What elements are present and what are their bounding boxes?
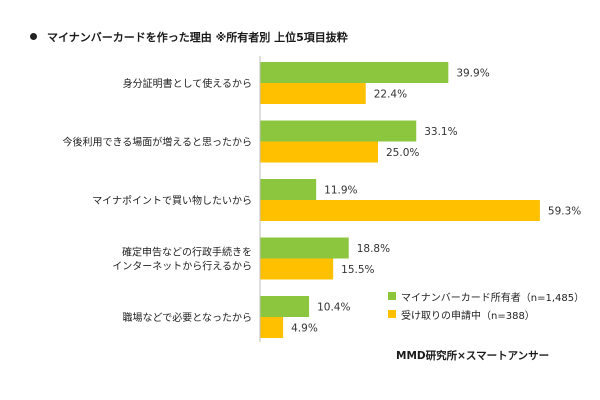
category-label-4-line-1: 確定申告などの行政手続きを bbox=[122, 246, 252, 259]
bar-2-1 bbox=[260, 83, 366, 104]
data-label-2-4: 15.5% bbox=[341, 264, 374, 276]
legend: マイナンバーカード所有者（n=1,485） 受け取りの申請中（n=388） bbox=[388, 287, 584, 323]
data-label-1-4: 18.8% bbox=[357, 243, 390, 255]
bar-1-4 bbox=[260, 237, 349, 259]
data-label-2-2: 25.0% bbox=[386, 147, 419, 159]
data-label-1-1: 39.9% bbox=[456, 68, 489, 80]
legend-label-series-2: 受け取りの申請中（n=388） bbox=[401, 310, 535, 322]
chart-title-text: マイナンバーカードを作った理由 ※所有者別 上位5項目抜粋 bbox=[47, 31, 348, 44]
bar-1-5 bbox=[260, 296, 310, 317]
bar-1-1 bbox=[260, 62, 449, 83]
legend-swatch-series-1 bbox=[388, 292, 396, 300]
legend-swatch-series-2 bbox=[388, 310, 396, 318]
data-label-2-1: 22.4% bbox=[374, 89, 407, 101]
bar-1-3 bbox=[260, 179, 317, 200]
bar-2-4 bbox=[260, 258, 334, 280]
data-label-1-2: 33.1% bbox=[424, 126, 457, 138]
data-label-2-5: 4.9% bbox=[291, 323, 318, 335]
category-label-1: 身分証明書として使えるから bbox=[123, 77, 252, 90]
category-label-3: マイナポイントで買い物したいから bbox=[92, 194, 252, 207]
source-credit: MMD研究所×スマートアンサー bbox=[396, 350, 550, 362]
data-label-1-5: 10.4% bbox=[317, 302, 350, 314]
bar-1-2 bbox=[260, 120, 417, 142]
chart-title: マイナンバーカードを作った理由 ※所有者別 上位5項目抜粋 bbox=[30, 29, 348, 45]
bar-2-5 bbox=[260, 317, 284, 338]
bar-2-2 bbox=[260, 141, 378, 163]
bar-2-3 bbox=[260, 200, 540, 221]
category-label-2: 今後利用できる場面が増えると思ったから bbox=[63, 136, 253, 149]
legend-item-series-2: 受け取りの申請中（n=388） bbox=[388, 305, 584, 323]
data-label-2-3: 59.3% bbox=[548, 206, 581, 218]
category-label-5: 職場などで必要となったから bbox=[123, 311, 253, 324]
data-label-1-3: 11.9% bbox=[324, 185, 357, 197]
bullet-icon bbox=[30, 33, 37, 40]
legend-label-series-1: マイナンバーカード所有者（n=1,485） bbox=[401, 292, 585, 304]
legend-item-series-1: マイナンバーカード所有者（n=1,485） bbox=[388, 287, 584, 305]
category-label-4-line-2: インターネットから行えるから bbox=[112, 260, 252, 273]
